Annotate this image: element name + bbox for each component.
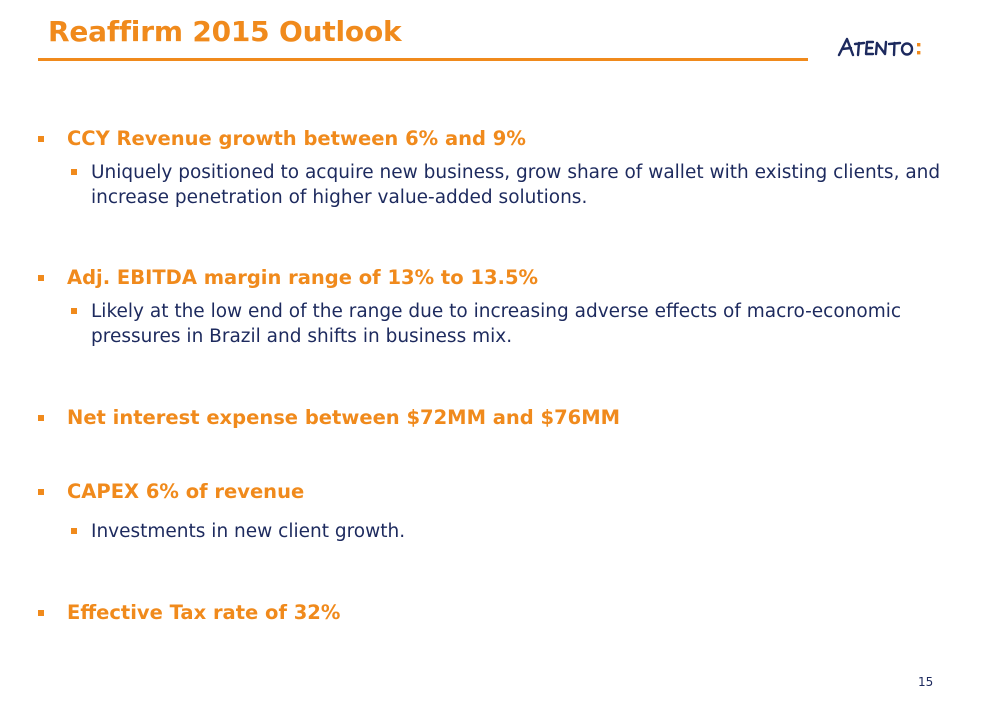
bullet-square-icon bbox=[38, 415, 44, 421]
bullet-text: Net interest expense between $72MM and $… bbox=[67, 406, 621, 429]
sub-bullet-capex: Investments in new client growth. bbox=[71, 519, 941, 544]
sub-bullet-text: Likely at the low end of the range due t… bbox=[91, 301, 902, 347]
bullet-net-interest: Net interest expense between $72MM and $… bbox=[38, 405, 938, 431]
sub-bullet-text: Investments in new client growth. bbox=[91, 521, 406, 542]
bullet-text: CAPEX 6% of revenue bbox=[67, 480, 305, 503]
bullet-square-icon bbox=[71, 169, 77, 175]
bullet-revenue-growth: CCY Revenue growth between 6% and 9% bbox=[38, 126, 938, 152]
bullet-text: Effective Tax rate of 32% bbox=[67, 601, 341, 624]
bullet-text: CCY Revenue growth between 6% and 9% bbox=[67, 127, 526, 150]
bullet-tax-rate: Effective Tax rate of 32% bbox=[38, 600, 938, 626]
bullet-square-icon bbox=[38, 136, 44, 142]
page-number: 15 bbox=[918, 675, 934, 689]
bullet-ebitda-margin: Adj. EBITDA margin range of 13% to 13.5% bbox=[38, 265, 938, 291]
bullet-square-icon bbox=[38, 610, 44, 616]
atento-logo bbox=[837, 37, 921, 57]
bullet-text: Adj. EBITDA margin range of 13% to 13.5% bbox=[67, 266, 539, 289]
sub-bullet-text: Uniquely positioned to acquire new busin… bbox=[91, 162, 941, 208]
bullet-square-icon bbox=[71, 308, 77, 314]
bullet-square-icon bbox=[38, 489, 44, 495]
title-underline bbox=[38, 58, 808, 61]
slide-title: Reaffirm 2015 Outlook bbox=[48, 15, 402, 48]
bullet-square-icon bbox=[71, 528, 77, 534]
bullet-square-icon bbox=[38, 275, 44, 281]
bullet-capex: CAPEX 6% of revenue bbox=[38, 479, 938, 505]
sub-bullet-ebitda-margin: Likely at the low end of the range due t… bbox=[71, 299, 941, 349]
sub-bullet-revenue-growth: Uniquely positioned to acquire new busin… bbox=[71, 160, 941, 210]
